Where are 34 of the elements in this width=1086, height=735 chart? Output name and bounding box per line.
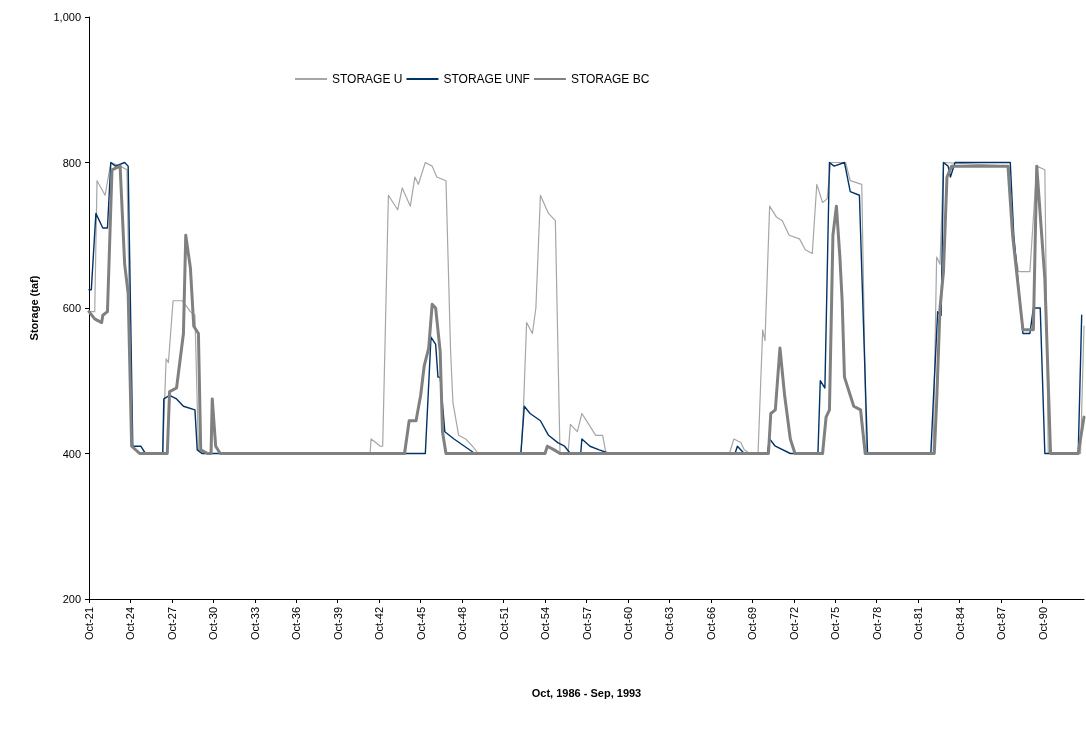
x-tick-label: Oct-27 bbox=[165, 607, 178, 641]
y-tick-label: 1,000 bbox=[53, 11, 81, 23]
x-tick-label: Oct-36 bbox=[290, 607, 303, 641]
legend-label: STORAGE U bbox=[332, 72, 403, 86]
x-tick-label: Oct-90 bbox=[1036, 607, 1049, 641]
x-tick-label: Oct-69 bbox=[746, 607, 759, 641]
x-tick-label: Oct-39 bbox=[331, 607, 344, 641]
x-tick-label: Oct-81 bbox=[912, 607, 925, 641]
y-tick-label: 600 bbox=[62, 302, 81, 314]
legend-label: STORAGE BC bbox=[570, 72, 650, 86]
y-tick-label: 800 bbox=[62, 156, 81, 169]
x-tick-label: Oct-66 bbox=[704, 607, 717, 641]
x-axis-title: Oct, 1986 - Sep, 1993 bbox=[531, 686, 642, 699]
x-tick-label: Oct-72 bbox=[787, 607, 800, 641]
x-tick-label: Oct-24 bbox=[124, 607, 137, 641]
x-tick-label: Oct-60 bbox=[621, 607, 634, 641]
x-tick-label: Oct-33 bbox=[248, 607, 261, 641]
x-tick-label: Oct-75 bbox=[829, 607, 842, 641]
x-tick-label: Oct-45 bbox=[414, 607, 427, 641]
x-tick-label: Oct-63 bbox=[663, 607, 676, 641]
x-tick-label: Oct-48 bbox=[456, 607, 469, 641]
legend-label: STORAGE UNF bbox=[443, 72, 530, 86]
y-tick-label: 200 bbox=[62, 593, 81, 605]
x-tick-label: Oct-51 bbox=[497, 607, 510, 641]
y-tick-label: 400 bbox=[62, 447, 81, 460]
x-tick-label: Oct-78 bbox=[870, 607, 883, 641]
x-tick-label: Oct-54 bbox=[539, 607, 552, 641]
x-tick-label: Oct-57 bbox=[580, 607, 593, 641]
x-tick-label: Oct-87 bbox=[995, 607, 1008, 641]
x-tick-label: Oct-42 bbox=[373, 607, 386, 641]
x-tick-label: Oct-30 bbox=[207, 607, 220, 641]
x-tick-label: Oct-84 bbox=[953, 607, 966, 641]
x-tick-label: Oct-21 bbox=[83, 607, 95, 641]
y-axis-title: Storage (taf) bbox=[27, 275, 40, 341]
